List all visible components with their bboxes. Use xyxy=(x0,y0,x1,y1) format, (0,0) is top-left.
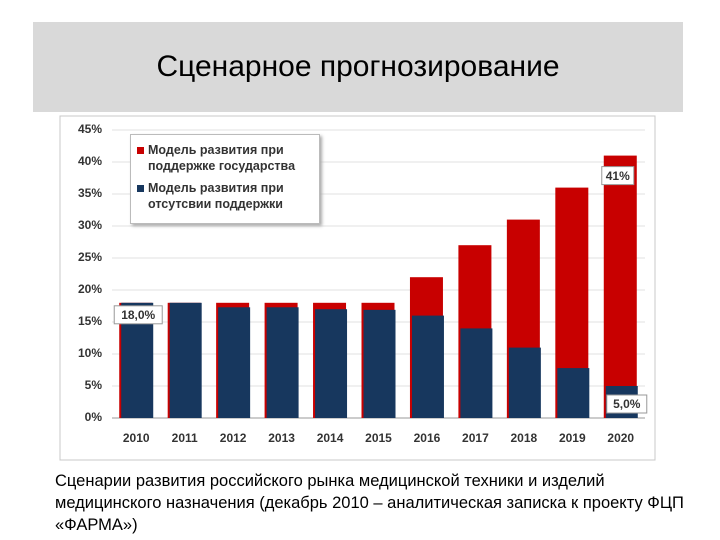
data-label-box xyxy=(606,394,648,414)
legend-label: Модель развития при отсутсвии поддержки xyxy=(148,181,284,211)
bar xyxy=(508,347,541,418)
y-tick-label: 20% xyxy=(78,282,102,296)
x-tick-label: 2012 xyxy=(220,431,247,445)
x-tick-label: 2015 xyxy=(365,431,392,445)
x-tick-label: 2014 xyxy=(317,431,344,445)
x-tick-label: 2013 xyxy=(268,431,295,445)
data-label: 18,0% xyxy=(121,308,155,322)
bar xyxy=(603,155,637,418)
bar xyxy=(460,328,493,418)
slide-title: Сценарное прогнозирование xyxy=(33,22,683,112)
y-tick-label: 40% xyxy=(78,154,102,168)
legend-item: Модель развития при поддержке государств… xyxy=(135,142,315,174)
legend-swatch xyxy=(137,185,144,192)
data-label: 41% xyxy=(606,169,630,183)
y-tick-label: 15% xyxy=(78,314,102,328)
y-tick-label: 35% xyxy=(78,186,102,200)
x-tick-label: 2017 xyxy=(462,431,489,445)
bar xyxy=(169,302,202,418)
x-tick-label: 2020 xyxy=(607,431,634,445)
x-tick-label: 2016 xyxy=(414,431,441,445)
slide-caption: Сценарии развития российского рынка меди… xyxy=(55,472,684,534)
data-label-box xyxy=(601,166,635,186)
bar xyxy=(363,309,396,418)
y-tick-label: 5% xyxy=(85,378,103,392)
bar xyxy=(218,307,251,418)
x-tick-label: 2019 xyxy=(559,431,586,445)
legend-swatch xyxy=(137,147,144,154)
bar xyxy=(557,368,590,418)
y-tick-label: 10% xyxy=(78,346,102,360)
data-label-box xyxy=(113,305,163,325)
legend: Модель развития при поддержке государств… xyxy=(130,134,320,224)
data-label: 5,0% xyxy=(613,397,641,411)
y-tick-label: 45% xyxy=(78,122,102,136)
bar xyxy=(266,307,299,418)
bar xyxy=(411,315,444,418)
x-tick-label: 2011 xyxy=(172,431,198,445)
y-tick-label: 30% xyxy=(78,218,102,232)
legend-label: Модель развития при поддержке государств… xyxy=(148,143,296,173)
y-tick-label: 0% xyxy=(85,410,103,424)
legend-item: Модель развития при отсутсвии поддержки xyxy=(135,180,315,212)
x-tick-label: 2018 xyxy=(511,431,538,445)
x-tick-label: 2010 xyxy=(123,431,150,445)
bar xyxy=(315,309,348,418)
y-tick-label: 25% xyxy=(78,250,102,264)
